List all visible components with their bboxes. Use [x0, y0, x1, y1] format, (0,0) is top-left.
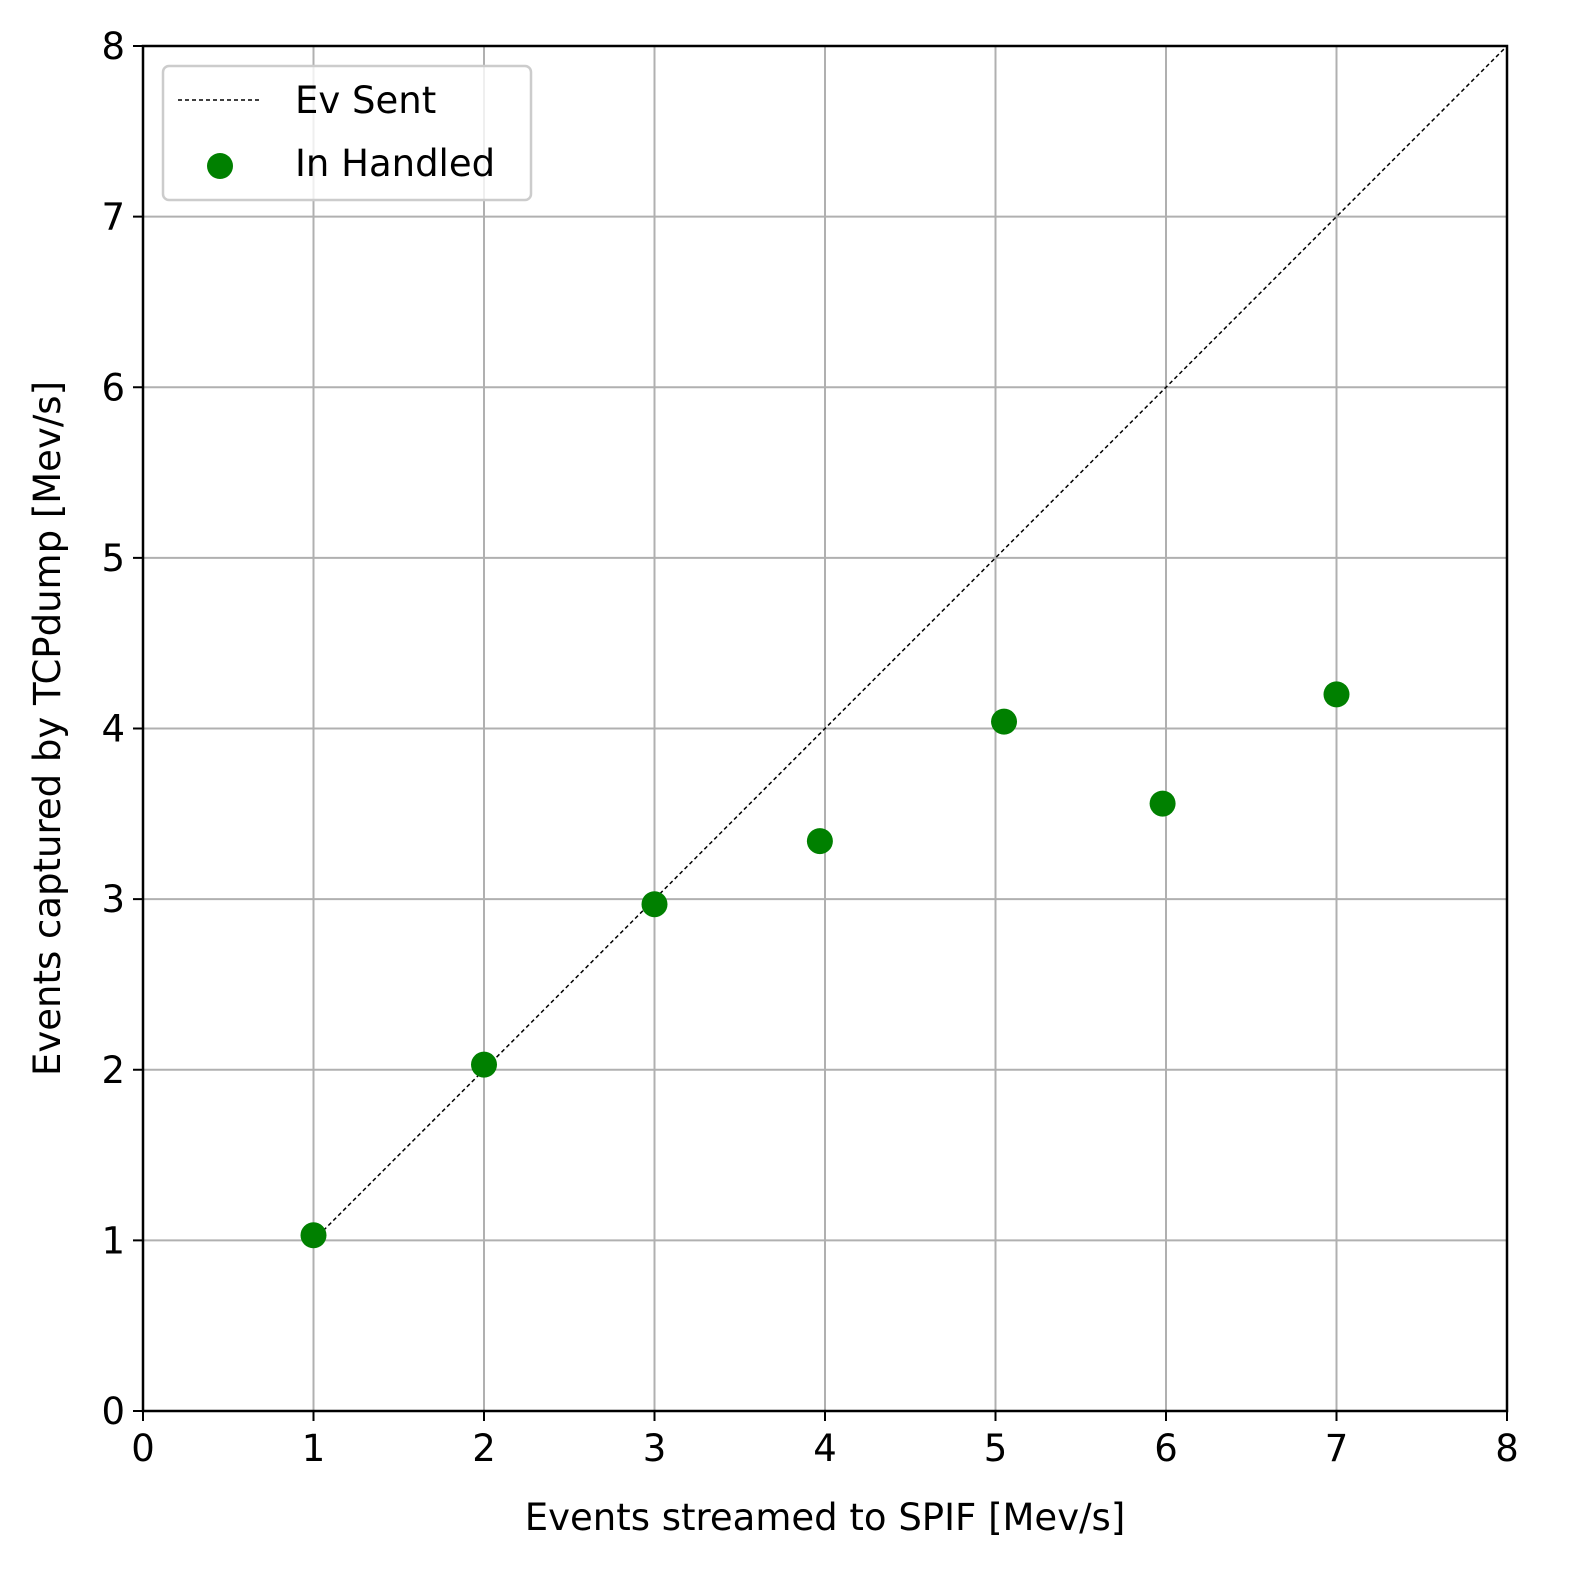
x-tick-label: 2: [472, 1427, 496, 1470]
x-tick-label: 3: [643, 1427, 667, 1470]
legend-label-ev-sent: Ev Sent: [295, 79, 436, 122]
ev-sent-line: [312, 45, 1508, 1241]
in-handled-point: [1323, 681, 1350, 708]
x-tick-label: 7: [1325, 1427, 1349, 1470]
x-tick-label: 8: [1495, 1427, 1519, 1470]
tick-labels: 0 1 2 3 4 5 6 7 8 0 1 2 3 4 5 6 7 8: [101, 25, 1518, 1470]
in-handled-point: [641, 891, 668, 918]
x-tick-label: 4: [813, 1427, 837, 1470]
y-tick-label: 8: [101, 25, 125, 68]
y-tick-label: 7: [101, 196, 125, 239]
in-handled-point: [991, 708, 1018, 735]
in-handled-point: [806, 828, 833, 855]
y-tick-label: 0: [101, 1390, 125, 1433]
y-tick-label: 4: [101, 708, 125, 751]
ticks: [133, 45, 1508, 1421]
y-tick-label: 2: [101, 1049, 125, 1092]
legend-label-in-handled: In Handled: [295, 142, 495, 185]
y-tick-label: 6: [101, 366, 125, 409]
x-tick-label: 5: [984, 1427, 1008, 1470]
x-tick-label: 0: [131, 1427, 155, 1470]
legend: Ev Sent In Handled: [161, 64, 533, 202]
in-handled-point: [471, 1051, 497, 1078]
y-tick-label: 5: [101, 537, 125, 580]
series-layer: [300, 45, 1508, 1249]
y-tick-label: 1: [101, 1219, 125, 1262]
x-tick-label: 1: [302, 1427, 326, 1470]
in-handled-point: [1149, 790, 1176, 817]
in-handled-point: [300, 1222, 327, 1249]
x-axis-label: Events streamed to SPIF [Mev/s]: [525, 1496, 1126, 1539]
x-tick-label: 6: [1154, 1427, 1178, 1470]
y-axis-label: Events captured by TCPdump [Mev/s]: [26, 381, 69, 1076]
legend-marker-icon: [207, 153, 233, 179]
y-tick-label: 3: [101, 878, 125, 921]
